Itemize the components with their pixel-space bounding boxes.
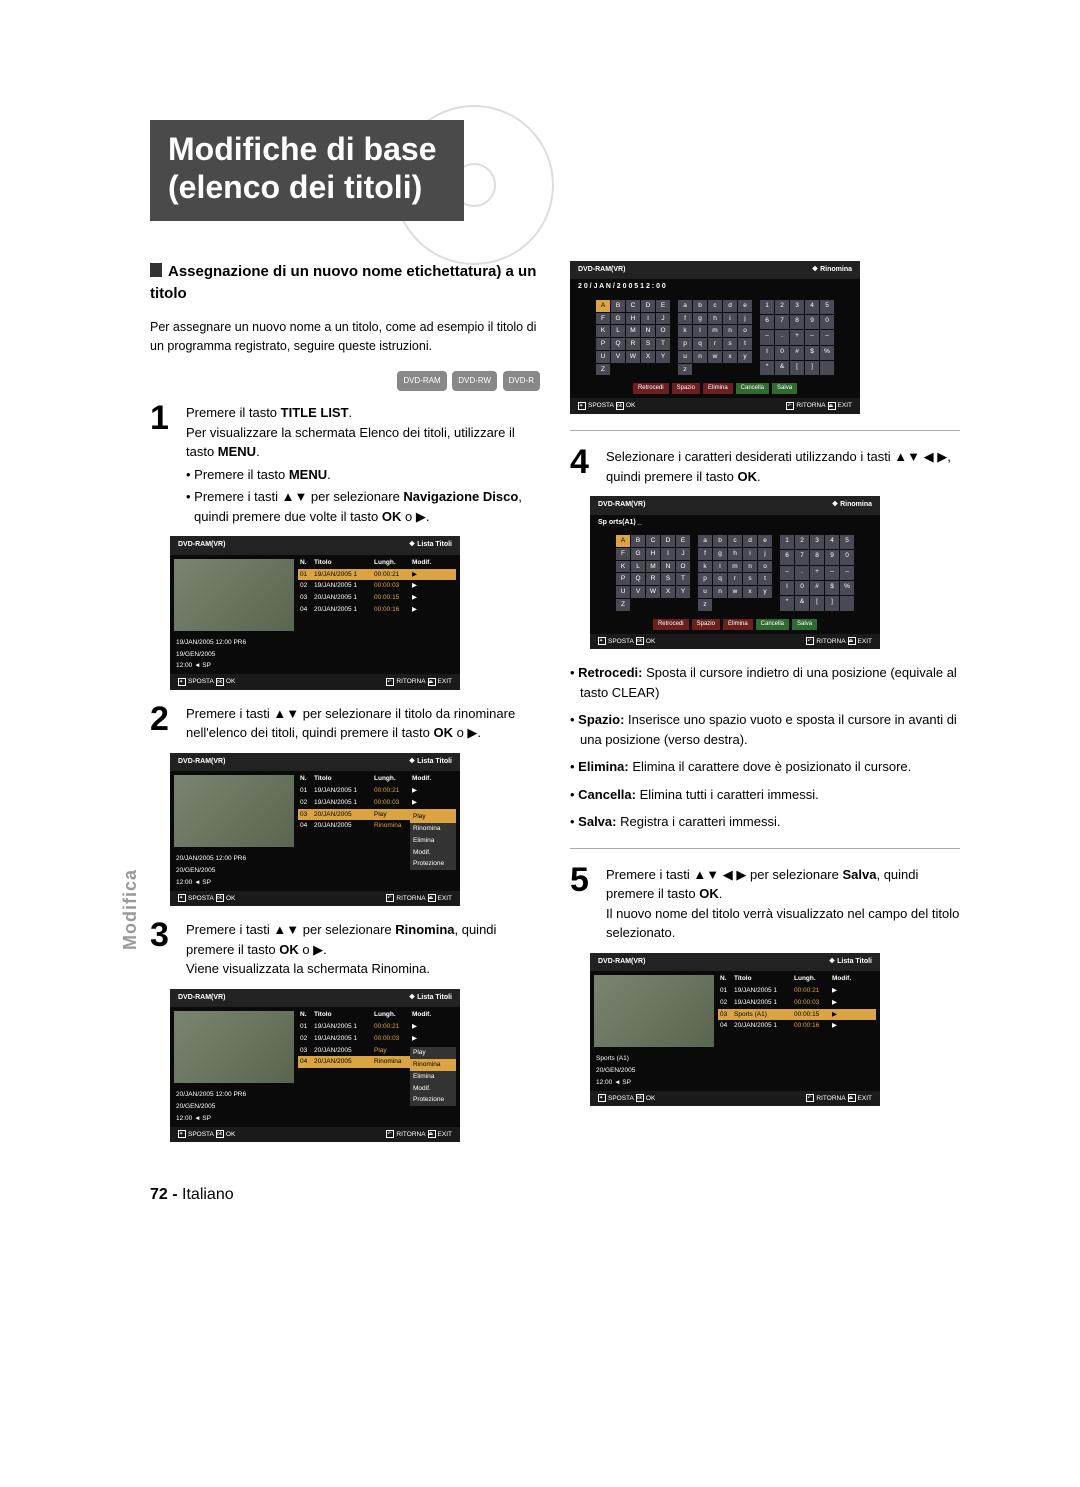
osd-screenshot-5: DVD-RAM(VR)❖ Lista Titoli Sports (A1) 20… <box>590 953 880 1107</box>
return-icon: ↶ <box>386 678 394 686</box>
step-number: 1 <box>150 403 178 526</box>
page-title: Modifiche di base(elenco dei titoli) <box>150 120 464 221</box>
context-menu: PlayRinominaEliminaModif.Protezione <box>410 1047 456 1106</box>
step-5: 5 Premere i tasti ▲▼ ◀ ▶ per selezionare… <box>570 865 960 943</box>
osd-keyboard-2: DVD-RAM(VR)❖ Rinomina Sp orts(A1) _ ABCD… <box>590 496 880 649</box>
osd-thumbnail <box>174 1011 294 1083</box>
page-footer: 72 - Italiano <box>150 1186 960 1204</box>
title-line-2: (elenco dei titoli) <box>168 169 422 205</box>
separator <box>570 848 960 849</box>
osd-thumbnail <box>594 975 714 1047</box>
osd-keyboard-1: DVD-RAM(VR)❖ Rinomina 2 0 / J A N / 2 0 … <box>570 261 860 414</box>
move-icon: ✦ <box>178 678 186 686</box>
context-menu: PlayRinominaEliminaModif.Protezione <box>410 811 456 870</box>
section-heading: Assegnazione di un nuovo nome etichettat… <box>150 261 540 306</box>
separator <box>570 430 960 431</box>
badge-dvd-rw: DVD-RW <box>452 371 497 391</box>
step-3: 3 Premere i tasti ▲▼ per selezionare Rin… <box>150 920 540 979</box>
step-number: 2 <box>150 704 178 743</box>
disc-badges: DVD-RAM DVD-RW DVD-R <box>150 369 540 391</box>
osd-thumbnail <box>174 559 294 631</box>
intro-text: Per assegnare un nuovo nome a un titolo,… <box>150 318 540 356</box>
osd-thumbnail <box>174 775 294 847</box>
step-1: 1 Premere il tasto TITLE LIST.Per visual… <box>150 403 540 526</box>
title-line-1: Modifiche di base <box>168 131 436 167</box>
step-number: 5 <box>570 865 598 943</box>
step-1-bullet-1: • Premere il tasto MENU. <box>186 465 540 485</box>
osd-screenshot-3: DVD-RAM(VR)❖ Lista Titoli 20/JAN/2005 12… <box>170 989 460 1143</box>
step-2: 2 Premere i tasti ▲▼ per selezionare il … <box>150 704 540 743</box>
osd-screenshot-2: DVD-RAM(VR)❖ Lista Titoli 20/JAN/2005 12… <box>170 753 460 907</box>
step-number: 3 <box>150 920 178 979</box>
badge-dvd-r: DVD-R <box>503 371 540 391</box>
side-tab: Modifica <box>120 869 141 950</box>
definitions: • Retrocedi: Sposta il cursore indietro … <box>570 663 960 832</box>
badge-dvd-ram: DVD-RAM <box>397 371 446 391</box>
step-4: 4 Selezionare i caratteri desiderati uti… <box>570 447 960 486</box>
step-1-bullet-2: • Premere i tasti ▲▼ per selezionare Nav… <box>186 487 540 526</box>
step-number: 4 <box>570 447 598 486</box>
exit-icon: ⏏ <box>428 678 436 686</box>
osd-screenshot-1: DVD-RAM(VR)❖ Lista Titoli 19/JAN/2005 12… <box>170 536 460 690</box>
ok-icon: ok <box>216 678 224 686</box>
